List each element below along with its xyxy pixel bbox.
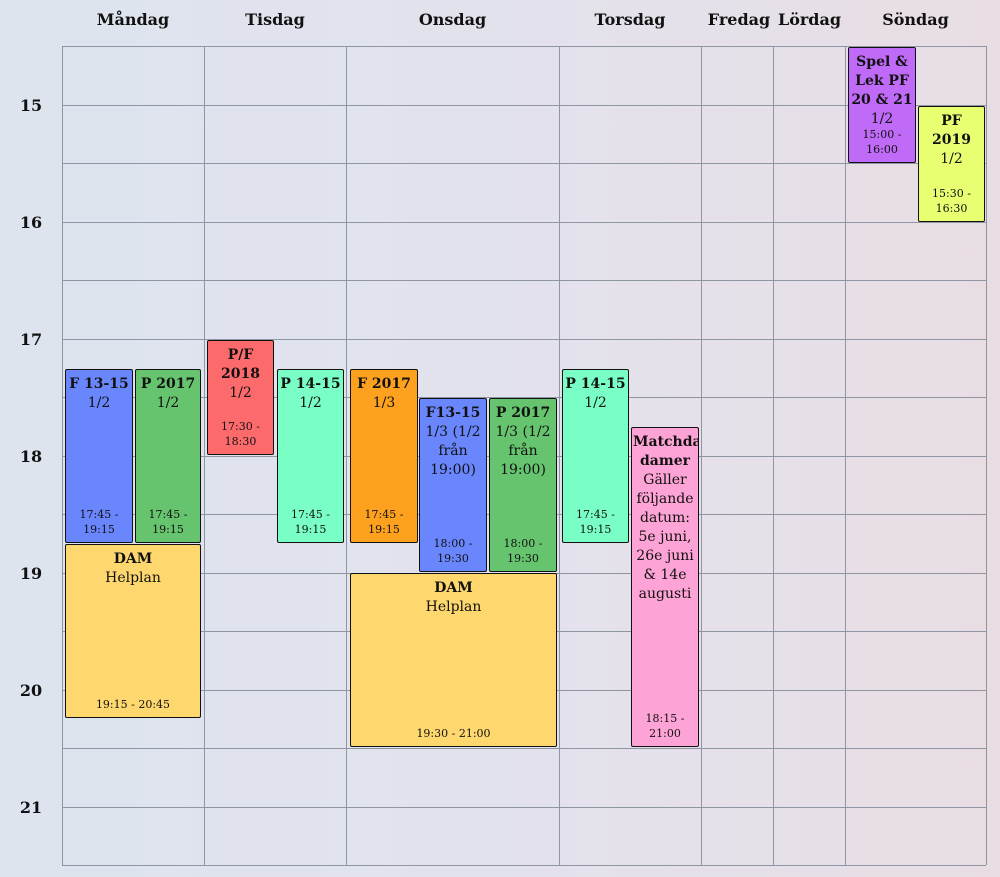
event-p2017-wednesday[interactable]: P 2017 1/3 (1/2 från 19:00) 18:00 - 19:3… [489,398,557,572]
grid-line [62,807,986,808]
hour-label-19: 19 [19,564,43,583]
event-title: DAM [113,551,153,567]
grid-line [62,280,986,281]
event-f2017-wednesday[interactable]: F 2017 1/3 17:45 - 19:15 [350,369,418,543]
event-pf2018-tuesday[interactable]: P/F 2018 1/2 17:30 - 18:30 [207,340,274,455]
event-subtitle: Helplan [425,599,482,615]
hour-label-20: 20 [19,681,43,700]
event-f13-15-monday[interactable]: F 13-15 1/2 17:45 - 19:15 [65,369,133,543]
day-label-lordag: Lördag [777,10,842,29]
hour-label-16: 16 [19,213,43,232]
grid-line [559,46,560,865]
event-time: 17:45 - 19:15 [576,508,615,536]
event-time: 19:30 - 21:00 [416,727,491,740]
event-time: 17:45 - 19:15 [291,508,330,536]
event-title: P 2017 [495,405,551,421]
event-p2017-monday[interactable]: P 2017 1/2 17:45 - 19:15 [135,369,201,543]
event-time: 18:00 - 19:30 [433,537,473,565]
event-subtitle: 1/2 [156,395,180,411]
event-subtitle: 1/2 [940,151,963,167]
event-time: 19:15 - 20:45 [95,698,171,711]
event-time: 18:15 - 21:00 [645,712,685,740]
hour-label-18: 18 [19,447,43,466]
event-title: Matchdag damer [633,434,698,469]
event-time: 17:30 - 18:30 [221,420,260,448]
event-p14-15-tuesday[interactable]: P 14-15 1/2 17:45 - 19:15 [277,369,344,543]
event-matchdag-thursday[interactable]: Matchdag damer Gäller följande datum: 5e… [631,427,699,747]
day-label-onsdag: Onsdag [418,10,487,29]
event-subtitle: 1/2 [299,395,322,411]
grid-line [62,105,986,106]
event-title: P 14-15 [565,376,626,392]
event-pf2019-sunday[interactable]: PF 2019 1/2 15:30 - 16:30 [918,106,985,222]
event-subtitle: 1/3 (1/2 från 19:00) [425,424,481,478]
day-label-mandag: Måndag [96,10,170,29]
event-subtitle: 1/2 [229,385,252,401]
event-subtitle: 1/3 (1/2 från 19:00) [495,424,551,478]
event-dam-monday[interactable]: DAM Helplan 19:15 - 20:45 [65,544,201,718]
grid-line [62,748,986,749]
day-label-sondag: Söndag [882,10,949,29]
hour-label-15: 15 [19,96,43,115]
event-subtitle: Helplan [105,570,161,586]
event-p14-15-thursday[interactable]: P 14-15 1/2 17:45 - 19:15 [562,369,629,543]
event-title: F 13-15 [69,376,129,392]
grid-line [701,46,702,865]
event-title: PF 2019 [932,113,971,148]
event-title: DAM [434,580,473,596]
event-time: 17:45 - 19:15 [79,508,119,536]
grid-line [986,46,987,865]
event-title: Spel & Lek PF 20 & 21 [851,54,913,108]
event-subtitle: Gäller följande datum: 5e juni, 26e juni… [636,472,694,602]
event-title: F13-15 [425,405,481,421]
grid-line [62,163,986,164]
grid-line [62,397,986,398]
grid-line [845,46,846,865]
grid-line [62,339,986,340]
grid-line [346,46,347,865]
event-time: 17:45 - 19:15 [148,508,188,536]
hour-label-17: 17 [19,330,43,349]
grid-line [62,222,986,223]
event-f13-15-wednesday[interactable]: F13-15 1/3 (1/2 från 19:00) 18:00 - 19:3… [419,398,487,572]
event-dam-wednesday[interactable]: DAM Helplan 19:30 - 21:00 [350,573,557,747]
event-title: P 2017 [140,376,196,392]
event-title: P 14-15 [280,376,341,392]
event-time: 15:30 - 16:30 [932,187,971,215]
grid-line [204,46,205,865]
grid-line [62,46,986,47]
event-spel-lek-sunday[interactable]: Spel & Lek PF 20 & 21 1/2 15:00 - 16:00 [848,47,916,163]
day-label-fredag: Fredag [707,10,771,29]
day-label-tisdag: Tisdag [245,10,305,29]
grid-line [62,46,63,865]
event-title: F 2017 [357,376,411,392]
event-subtitle: 1/2 [870,111,894,127]
event-time: 15:00 - 16:00 [862,128,902,156]
grid-line [62,865,986,866]
event-time: 17:45 - 19:15 [364,508,404,536]
event-title: P/F 2018 [221,347,260,382]
hour-label-21: 21 [19,798,43,817]
event-subtitle: 1/2 [87,395,111,411]
event-subtitle: 1/2 [584,395,607,411]
event-subtitle: 1/3 [372,395,396,411]
grid-line [773,46,774,865]
event-time: 18:00 - 19:30 [503,537,543,565]
day-label-torsdag: Torsdag [594,10,666,29]
